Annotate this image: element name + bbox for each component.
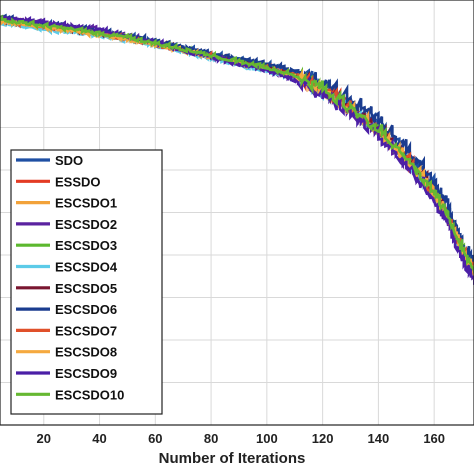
legend-label: ESCSDO2 <box>55 217 117 232</box>
series-line-escsdo10 <box>0 15 474 274</box>
x-tick-label: 120 <box>312 431 334 446</box>
legend-label: ESCSDO6 <box>55 302 117 317</box>
legend: SDO ESSDO ESCSDO1 ESCSDO2 ESCSDO3 ESCSDO4 ESCS… <box>10 149 163 415</box>
x-axis-title: Number of Iterations <box>159 450 306 467</box>
x-tick-labels: 20 40 60 80 100 120 140 160 <box>37 431 445 446</box>
x-tick-label: 80 <box>204 431 218 446</box>
legend-label: ESCSDO7 <box>55 323 117 338</box>
legend-label: ESCSDO5 <box>55 281 117 296</box>
x-tick-label: 40 <box>92 431 106 446</box>
legend-label: ESCSDO9 <box>55 366 117 381</box>
legend-label: ESCSDO8 <box>55 345 117 360</box>
legend-label: ESCSDO10 <box>55 387 124 402</box>
x-tick-label: 60 <box>148 431 162 446</box>
series-lines <box>0 13 474 286</box>
plot-frame <box>0 0 474 426</box>
legend-label: SDO <box>55 153 83 168</box>
legend-label: ESCSDO3 <box>55 238 117 253</box>
legend-label: ESCSDO1 <box>55 196 117 211</box>
legend-label: ESCSDO4 <box>55 260 118 275</box>
x-tick-label: 20 <box>37 431 51 446</box>
x-tick-label: 100 <box>256 431 278 446</box>
legend-box <box>10 149 163 415</box>
x-tick-label: 140 <box>368 431 390 446</box>
x-tick-label: 160 <box>423 431 445 446</box>
legend-label: ESSDO <box>55 174 101 189</box>
